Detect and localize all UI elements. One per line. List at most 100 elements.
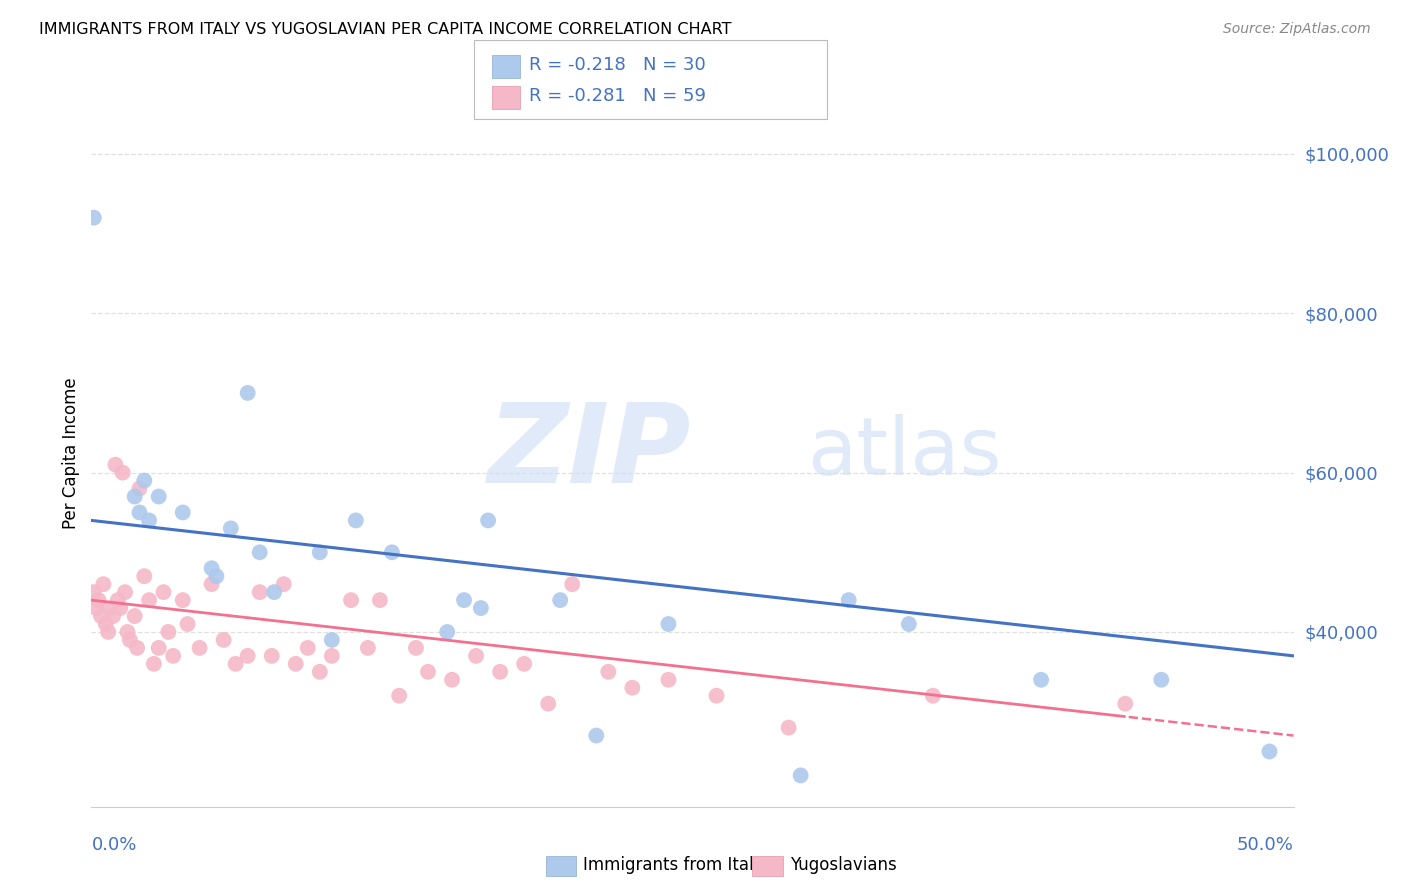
- Point: [381, 545, 404, 559]
- Point: [101, 609, 124, 624]
- Point: [657, 673, 679, 687]
- Point: [440, 673, 463, 687]
- Point: [308, 665, 330, 679]
- Point: [249, 545, 271, 559]
- Point: [388, 689, 411, 703]
- Point: [789, 768, 811, 782]
- Point: [548, 593, 571, 607]
- Point: [922, 689, 945, 703]
- Point: [104, 458, 127, 472]
- Point: [657, 617, 679, 632]
- Point: [201, 561, 224, 575]
- Point: [357, 640, 380, 655]
- Point: [162, 648, 184, 663]
- Point: [83, 585, 105, 599]
- Text: 0.0%: 0.0%: [91, 836, 136, 854]
- Point: [142, 657, 165, 671]
- Point: [172, 593, 194, 607]
- Point: [537, 697, 560, 711]
- Point: [308, 545, 330, 559]
- Point: [1258, 744, 1281, 758]
- Point: [561, 577, 583, 591]
- Point: [100, 601, 122, 615]
- Point: [489, 665, 512, 679]
- Point: [368, 593, 391, 607]
- Point: [321, 648, 343, 663]
- Point: [477, 513, 499, 527]
- Point: [344, 513, 367, 527]
- Point: [263, 585, 285, 599]
- Point: [284, 657, 307, 671]
- Point: [97, 624, 120, 639]
- Point: [585, 729, 607, 743]
- Point: [340, 593, 363, 607]
- Point: [236, 648, 259, 663]
- Text: Yugoslavians: Yugoslavians: [790, 856, 897, 874]
- Point: [260, 648, 283, 663]
- Point: [124, 609, 146, 624]
- Point: [513, 657, 536, 671]
- Point: [405, 640, 427, 655]
- Point: [157, 624, 180, 639]
- Point: [201, 577, 224, 591]
- Text: R = -0.281   N = 59: R = -0.281 N = 59: [529, 87, 706, 105]
- Point: [152, 585, 174, 599]
- Point: [273, 577, 295, 591]
- Point: [111, 466, 134, 480]
- Point: [219, 521, 242, 535]
- Point: [118, 632, 141, 647]
- Point: [172, 505, 194, 519]
- Point: [110, 601, 132, 615]
- Point: [1114, 697, 1136, 711]
- Point: [176, 617, 198, 632]
- Point: [236, 386, 259, 401]
- Point: [470, 601, 492, 615]
- Point: [107, 593, 129, 607]
- Text: ZIP: ZIP: [488, 400, 692, 506]
- Point: [1150, 673, 1173, 687]
- Point: [212, 632, 235, 647]
- Point: [93, 577, 115, 591]
- Point: [128, 482, 150, 496]
- Point: [321, 632, 343, 647]
- Point: [134, 569, 156, 583]
- Point: [124, 490, 146, 504]
- Point: [1029, 673, 1052, 687]
- Point: [125, 640, 148, 655]
- Point: [148, 640, 170, 655]
- Point: [778, 721, 800, 735]
- Point: [436, 624, 458, 639]
- Point: [897, 617, 920, 632]
- Point: [838, 593, 860, 607]
- Point: [598, 665, 620, 679]
- Text: atlas: atlas: [807, 414, 1001, 491]
- Point: [188, 640, 211, 655]
- Point: [128, 505, 150, 519]
- Text: Immigrants from Italy: Immigrants from Italy: [583, 856, 763, 874]
- Point: [621, 681, 644, 695]
- Point: [205, 569, 228, 583]
- Point: [249, 585, 271, 599]
- Point: [138, 513, 160, 527]
- Point: [114, 585, 136, 599]
- Point: [225, 657, 247, 671]
- Point: [90, 609, 112, 624]
- Text: IMMIGRANTS FROM ITALY VS YUGOSLAVIAN PER CAPITA INCOME CORRELATION CHART: IMMIGRANTS FROM ITALY VS YUGOSLAVIAN PER…: [39, 22, 733, 37]
- Text: R = -0.218   N = 30: R = -0.218 N = 30: [529, 56, 706, 74]
- Text: 50.0%: 50.0%: [1237, 836, 1294, 854]
- Point: [94, 617, 117, 632]
- Point: [87, 593, 110, 607]
- Point: [134, 474, 156, 488]
- Point: [138, 593, 160, 607]
- Point: [416, 665, 439, 679]
- Point: [453, 593, 475, 607]
- Text: Source: ZipAtlas.com: Source: ZipAtlas.com: [1223, 22, 1371, 37]
- Point: [148, 490, 170, 504]
- Point: [117, 624, 139, 639]
- Point: [706, 689, 728, 703]
- Point: [84, 601, 107, 615]
- Y-axis label: Per Capita Income: Per Capita Income: [62, 377, 80, 528]
- Point: [297, 640, 319, 655]
- Point: [465, 648, 488, 663]
- Point: [83, 211, 105, 225]
